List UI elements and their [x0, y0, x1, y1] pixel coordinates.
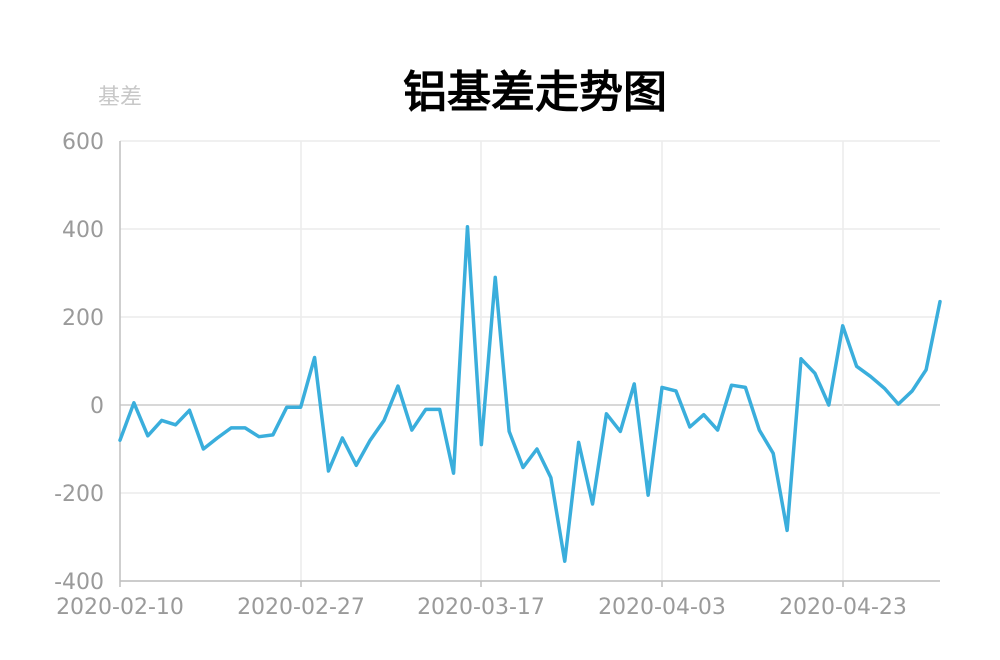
data-point — [826, 402, 832, 408]
data-point — [339, 435, 345, 441]
data-point — [367, 437, 373, 443]
grid-lines — [120, 140, 940, 582]
x-tick-label: 2020-04-03 — [598, 595, 726, 620]
y-tick-label: 600 — [62, 130, 104, 155]
data-point — [520, 464, 526, 470]
data-point — [256, 434, 262, 440]
data-point — [645, 492, 651, 498]
y-tick-label: -400 — [54, 570, 104, 595]
data-point — [590, 501, 596, 507]
data-point — [186, 407, 192, 413]
data-point — [437, 406, 443, 412]
data-point — [868, 373, 874, 379]
chart-title: 铝基差走势图 — [403, 67, 667, 118]
data-point — [534, 446, 540, 452]
x-tick-label: 2020-02-10 — [56, 595, 184, 620]
data-point — [840, 323, 846, 329]
data-point — [909, 388, 915, 394]
data-point — [854, 363, 860, 369]
data-point — [784, 527, 790, 533]
data-point — [284, 404, 290, 410]
data-point — [701, 412, 707, 418]
data-point — [173, 422, 179, 428]
x-tick-label: 2020-04-23 — [779, 595, 907, 620]
data-point — [659, 384, 665, 390]
data-point — [548, 475, 554, 481]
y-axis-title: 基差 — [98, 85, 142, 110]
data-point — [923, 367, 929, 373]
data-point — [715, 427, 721, 433]
data-point — [312, 354, 318, 360]
data-point — [478, 442, 484, 448]
data-point — [145, 433, 151, 439]
data-point — [228, 425, 234, 431]
data-point — [729, 382, 735, 388]
data-point — [353, 462, 359, 468]
data-point — [395, 383, 401, 389]
data-point — [409, 427, 415, 433]
data-point — [381, 417, 387, 423]
data-point — [770, 450, 776, 456]
y-tick-label: -200 — [54, 482, 104, 507]
data-point — [451, 470, 457, 476]
data-point — [756, 427, 762, 433]
x-tick-label: 2020-02-27 — [237, 595, 365, 620]
data-point — [937, 299, 943, 305]
data-point — [617, 428, 623, 434]
data-point — [742, 384, 748, 390]
data-point — [881, 385, 887, 391]
data-point — [576, 439, 582, 445]
series-line — [118, 225, 942, 563]
data-point — [298, 404, 304, 410]
y-tick-label: 0 — [90, 394, 104, 419]
data-point — [603, 411, 609, 417]
axes — [119, 141, 940, 587]
data-point — [631, 381, 637, 387]
series-layer — [117, 224, 943, 564]
data-point — [812, 370, 818, 376]
data-point — [423, 406, 429, 412]
data-point — [687, 424, 693, 430]
y-tick-label: 200 — [62, 306, 104, 331]
data-point — [270, 432, 276, 438]
data-point — [492, 274, 498, 280]
data-point — [562, 558, 568, 564]
data-point — [464, 224, 470, 230]
data-point — [117, 437, 123, 443]
data-point — [200, 446, 206, 452]
data-point — [242, 425, 248, 431]
data-point — [895, 401, 901, 407]
data-point — [798, 356, 804, 362]
x-tick-label: 2020-03-17 — [417, 595, 545, 620]
data-point — [159, 417, 165, 423]
data-point — [673, 388, 679, 394]
data-point — [506, 428, 512, 434]
y-tick-label: 400 — [62, 218, 104, 243]
data-point — [325, 468, 331, 474]
data-point — [131, 400, 137, 406]
data-point — [214, 435, 220, 441]
